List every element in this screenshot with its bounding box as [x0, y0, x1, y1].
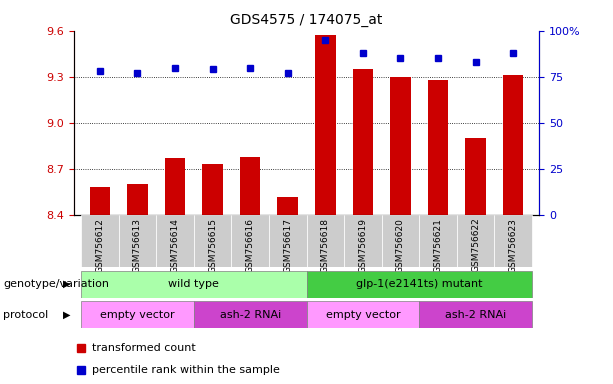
Bar — [240, 157, 261, 215]
Text: GSM756616: GSM756616 — [246, 218, 254, 273]
Text: GSM756619: GSM756619 — [359, 218, 367, 273]
Text: glp-1(e2141ts) mutant: glp-1(e2141ts) mutant — [356, 279, 482, 289]
Bar — [306, 215, 344, 267]
Bar — [352, 69, 373, 215]
Bar — [127, 184, 148, 215]
Bar — [306, 301, 419, 328]
Bar — [465, 138, 486, 215]
Bar — [503, 75, 524, 215]
Bar — [89, 187, 110, 215]
Text: GSM756615: GSM756615 — [208, 218, 217, 273]
Bar — [194, 215, 231, 267]
Text: ▶: ▶ — [63, 279, 70, 289]
Bar — [81, 271, 306, 298]
Text: genotype/variation: genotype/variation — [3, 279, 109, 289]
Text: GSM756613: GSM756613 — [133, 218, 142, 273]
Text: GSM756614: GSM756614 — [170, 218, 180, 273]
Text: empty vector: empty vector — [326, 310, 400, 320]
Text: GSM756621: GSM756621 — [433, 218, 443, 273]
Bar — [419, 301, 532, 328]
Bar — [269, 215, 306, 267]
Bar — [81, 301, 194, 328]
Text: transformed count: transformed count — [92, 343, 196, 354]
Bar — [119, 215, 156, 267]
Text: GSM756617: GSM756617 — [283, 218, 292, 273]
Text: ash-2 RNAi: ash-2 RNAi — [219, 310, 281, 320]
Text: wild type: wild type — [169, 279, 219, 289]
Text: GSM756622: GSM756622 — [471, 218, 480, 272]
Text: GSM756618: GSM756618 — [321, 218, 330, 273]
Text: percentile rank within the sample: percentile rank within the sample — [92, 364, 280, 375]
Text: protocol: protocol — [3, 310, 48, 320]
Bar — [419, 215, 457, 267]
Title: GDS4575 / 174075_at: GDS4575 / 174075_at — [230, 13, 383, 27]
Text: GSM756623: GSM756623 — [509, 218, 517, 273]
Bar — [231, 215, 269, 267]
Bar — [156, 215, 194, 267]
Text: GSM756620: GSM756620 — [396, 218, 405, 273]
Text: ash-2 RNAi: ash-2 RNAi — [445, 310, 506, 320]
Bar — [194, 301, 306, 328]
Bar — [202, 164, 223, 215]
Bar — [428, 80, 448, 215]
Bar — [382, 215, 419, 267]
Text: empty vector: empty vector — [100, 310, 175, 320]
Bar — [81, 215, 119, 267]
Bar — [390, 77, 411, 215]
Bar — [315, 35, 336, 215]
Bar — [306, 271, 532, 298]
Bar — [278, 197, 298, 215]
Bar — [457, 215, 494, 267]
Bar — [494, 215, 532, 267]
Bar — [165, 158, 185, 215]
Text: GSM756612: GSM756612 — [96, 218, 104, 273]
Bar — [344, 215, 382, 267]
Text: ▶: ▶ — [63, 310, 70, 320]
